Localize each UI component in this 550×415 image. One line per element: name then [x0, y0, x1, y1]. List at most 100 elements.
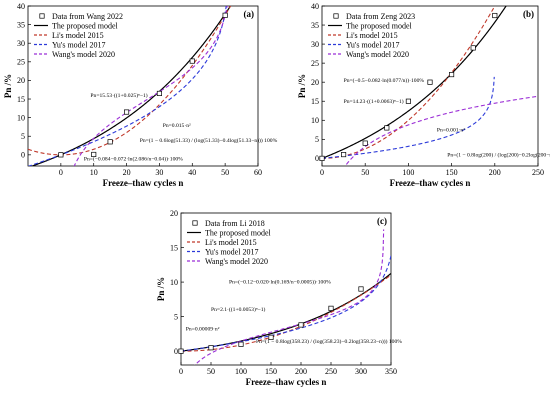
equation-label: Pn=(1 − 0.8log(200) / (log(200)−0.2log(2…: [447, 151, 550, 158]
data-point: [58, 152, 64, 158]
equation-label: Pn=14.23·((1+0.0063)ⁿ−1): [344, 98, 404, 105]
x-tick-label: 150: [446, 168, 458, 177]
panel-a: 0 10 20 30 40 50 60 0 5 10 15 20 25 30 35 40 Freeze–thaw…: [3, 2, 278, 188]
legend-label: Yu's model 2017: [205, 247, 258, 256]
series-line: [322, 6, 507, 159]
data-point: [328, 305, 334, 311]
y-tick-label: 15: [311, 97, 319, 106]
data-point: [319, 155, 325, 161]
data-point: [341, 152, 347, 158]
y-tick-label: 10: [17, 113, 25, 122]
y-tick-label: 15: [170, 243, 178, 252]
x-axis-title: Freeze–thaw cycles n: [390, 178, 471, 188]
x-tick-label: 60: [254, 168, 262, 177]
equation-label: Pn=0.00009·n²: [186, 326, 220, 332]
legend-label: The proposed model: [205, 228, 272, 237]
curve-group: [322, 6, 538, 166]
legend-label: The proposed model: [346, 21, 413, 30]
y-axis-title: Pn /%: [156, 277, 166, 301]
series-line: [194, 229, 385, 365]
equation-label: Pn=15.53·((1+0.025)ⁿ−1): [90, 92, 147, 99]
panel-b: 0 50 100 150 200 250 0 5 10 15 20 25 30 35 40 Freeze–th…: [297, 2, 550, 188]
plot-frame: [321, 5, 539, 167]
data-point: [449, 72, 455, 78]
legend-label: Wang's model 2020: [346, 50, 409, 59]
equation-label: Pn=(−0.5−0.082·ln(0.077/n))·100%: [344, 77, 425, 84]
data-point: [492, 12, 498, 19]
data-point: [358, 286, 364, 292]
y-tick-label: 0: [21, 151, 25, 160]
legend-label: Yu's model 2017: [346, 40, 399, 49]
curve-group: [181, 229, 391, 365]
y-tick-label: 35: [17, 20, 25, 29]
legend-label: Wang's model 2020: [52, 50, 115, 59]
y-tick-label: 25: [17, 58, 25, 67]
data-point: [384, 125, 390, 131]
series-line: [28, 6, 232, 156]
y-tick-label: 15: [17, 95, 25, 104]
x-tick-label: 300: [355, 367, 367, 376]
x-tick-label: 50: [221, 168, 229, 177]
x-tick-label: 10: [90, 168, 98, 177]
data-point: [91, 151, 97, 158]
equation-label: Pn=(1 − 0.6log(51.33) / (log(51.33)−0.4l…: [140, 137, 278, 144]
y-tick-label: 20: [170, 209, 178, 218]
legend-label: Yu's model 2017: [52, 40, 105, 49]
x-tick-label: 200: [295, 367, 307, 376]
plot-frame: [27, 5, 259, 167]
y-tick-label: 30: [311, 40, 319, 49]
x-axis-title: Freeze–thaw cycles n: [246, 377, 327, 387]
data-point: [156, 90, 162, 96]
x-tick-label: 50: [207, 367, 215, 376]
x-tick-label: 350: [385, 367, 397, 376]
data-point: [178, 348, 184, 354]
y-tick-label: 5: [315, 135, 319, 144]
y-tick-label: 40: [17, 2, 25, 11]
x-tick-label: 30: [155, 168, 163, 177]
equation-label: Pn=0.001·n²: [437, 128, 465, 134]
y-tick-label: 5: [174, 312, 178, 321]
data-point: [470, 45, 476, 51]
data-point: [298, 322, 304, 328]
panel-c: 0 50 100 150 200 250 300 350 0 5 10 15 20 Freeze–thaw…: [156, 209, 402, 387]
y-tick-label: 0: [174, 347, 178, 356]
legend-marker: [39, 13, 45, 19]
equation-label: Pn=2.1·((1+0.0053)ⁿ−1): [211, 306, 266, 313]
x-tick-label: 40: [188, 168, 196, 177]
x-tick-label: 250: [325, 367, 337, 376]
y-tick-label: 10: [311, 116, 319, 125]
data-point: [362, 140, 368, 146]
data-point: [238, 341, 244, 347]
data-point: [222, 12, 228, 18]
legend-label: Data from Li 2018: [205, 219, 265, 228]
series-line: [322, 76, 495, 159]
panel-label: (b): [523, 9, 534, 19]
series-line: [322, 6, 496, 159]
x-tick-label: 200: [489, 168, 501, 177]
legend-label: Li's model 2015: [52, 31, 104, 40]
plot-frame: [180, 212, 392, 366]
legend-marker: [192, 220, 198, 226]
x-tick-label: 150: [265, 367, 277, 376]
legend-label: The proposed model: [52, 21, 119, 30]
legend-marker: [333, 13, 339, 19]
y-tick-label: 5: [21, 132, 25, 141]
legend-label: Li's model 2015: [205, 238, 257, 247]
y-axis-title: Pn /%: [297, 74, 307, 98]
data-point: [107, 139, 113, 145]
legend-label: Data from Wang 2022: [52, 12, 123, 21]
x-tick-label: 0: [320, 168, 324, 177]
legend-label: Li's model 2015: [346, 31, 398, 40]
x-tick-label: 100: [402, 168, 414, 177]
y-tick-label: 30: [17, 39, 25, 48]
y-tick-label: 20: [311, 78, 319, 87]
y-tick-label: 10: [170, 278, 178, 287]
data-point: [427, 79, 433, 85]
series-line: [181, 255, 391, 352]
panel-label: (c): [377, 216, 387, 226]
legend-label: Data from Zeng 2023: [346, 12, 415, 21]
